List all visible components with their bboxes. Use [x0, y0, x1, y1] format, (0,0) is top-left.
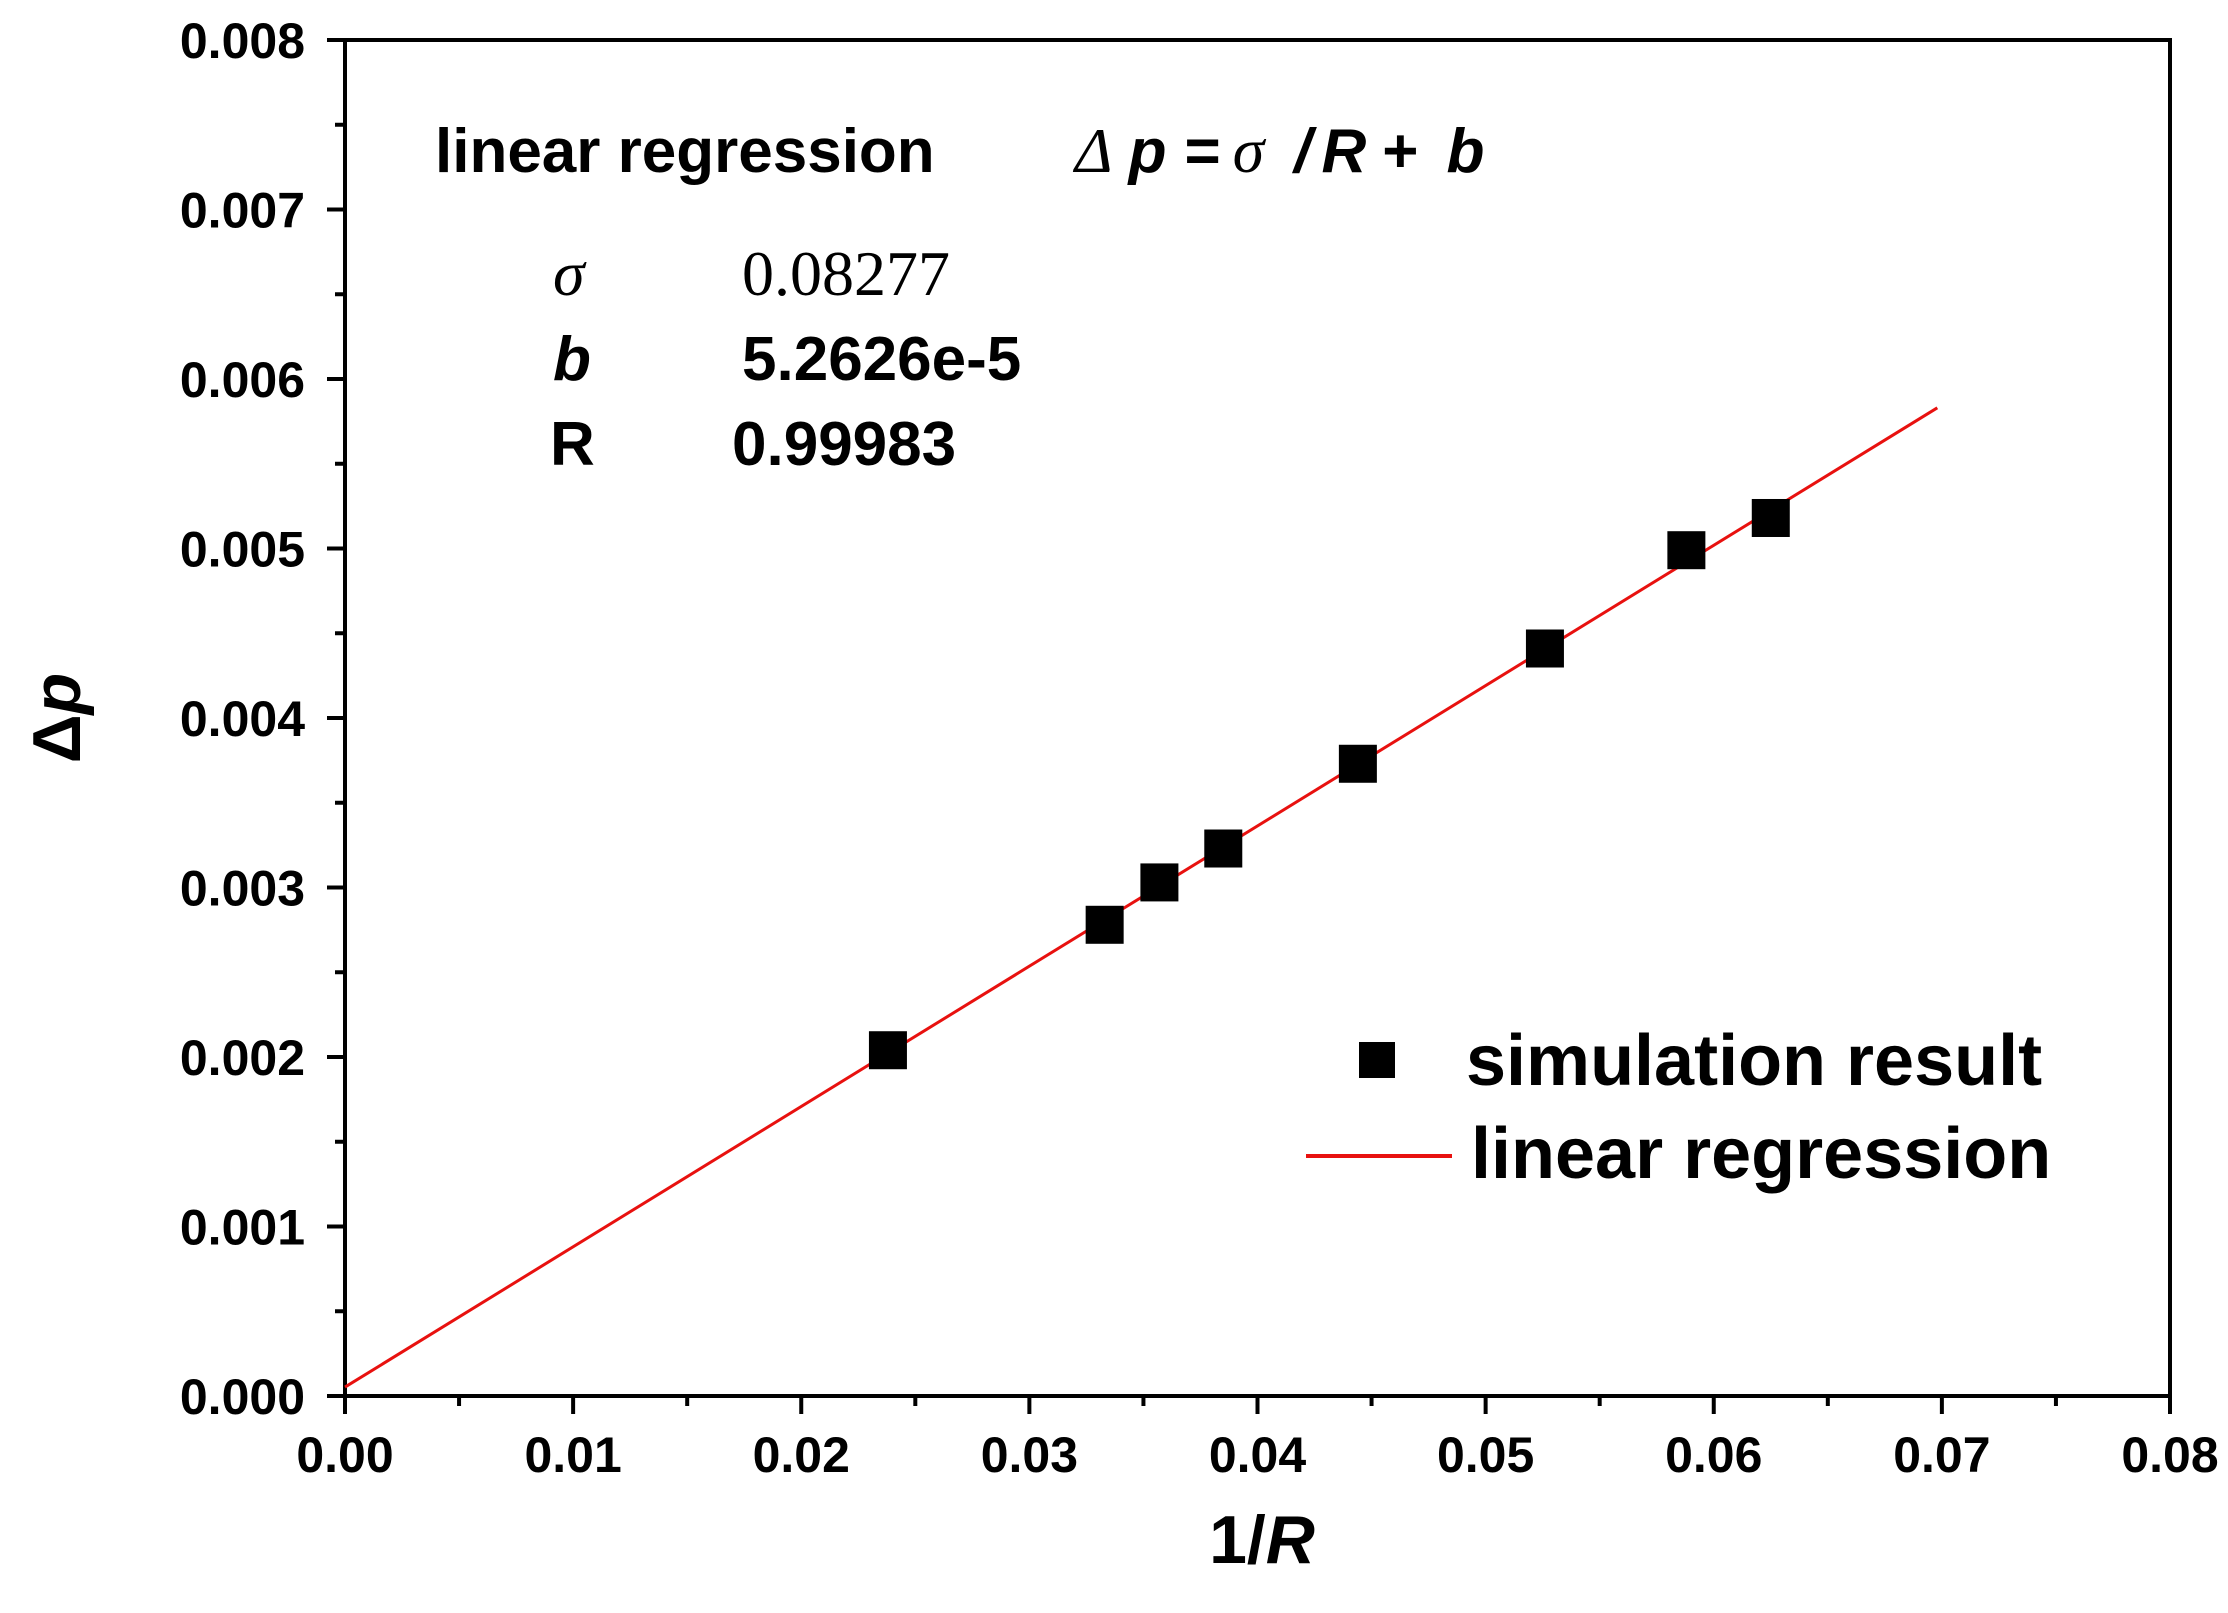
data-point: [1204, 829, 1243, 868]
data-point: [1525, 629, 1564, 668]
data-point: [1085, 905, 1124, 944]
data-point: [1140, 863, 1179, 902]
y-axis-title: Δp: [19, 673, 95, 763]
y-axis-ticks: [327, 38, 345, 1398]
x-tick-label: 0.07: [1893, 1427, 1990, 1483]
y-tick-label: 0.000: [180, 1369, 305, 1425]
legend-label-regression: linear regression: [1471, 1114, 2051, 1194]
x-axis-title: 1/R: [1209, 1502, 1315, 1578]
x-tick-label: 0.04: [1209, 1427, 1307, 1483]
y-tick-label: 0.008: [180, 13, 305, 69]
data-point: [868, 1031, 907, 1070]
annotation-r-value: 0.99983: [732, 410, 956, 479]
data-point: [1751, 498, 1790, 537]
data-points-group: [868, 498, 1790, 1070]
y-tick-label: 0.007: [180, 183, 305, 239]
legend: simulation result linear regression: [1306, 1021, 2051, 1194]
x-tick-label: 0.02: [753, 1427, 850, 1483]
y-tick-label: 0.004: [180, 691, 305, 747]
annotation-sigma-value: 0.08277: [742, 238, 950, 309]
regression-annotation: linear regression Δ p = σ / R + b σ 0.08…: [435, 115, 1484, 479]
x-tick-label: 0.01: [524, 1427, 621, 1483]
x-tick-label: 0.06: [1665, 1427, 1762, 1483]
data-point: [1338, 744, 1377, 783]
annotation-equation: Δ p = σ / R + b: [1072, 115, 1484, 186]
legend-marker-square: [1359, 1042, 1395, 1078]
x-tick-label: 0.00: [296, 1427, 393, 1483]
y-tick-label: 0.005: [180, 522, 305, 578]
legend-label-simulation: simulation result: [1466, 1021, 2042, 1101]
annotation-b-value: 5.2626e-5: [742, 325, 1021, 394]
x-tick-label: 0.05: [1437, 1427, 1534, 1483]
annotation-title: linear regression: [435, 117, 935, 186]
data-point: [1667, 531, 1706, 570]
y-tick-label: 0.003: [180, 861, 305, 917]
x-tick-label: 0.03: [981, 1427, 1078, 1483]
y-tick-label: 0.002: [180, 1030, 305, 1086]
annotation-r-key: R: [550, 410, 595, 479]
y-tick-label: 0.001: [180, 1200, 305, 1256]
x-axis-ticks: [343, 1396, 2172, 1414]
x-axis-tick-labels: 0.00 0.01 0.02 0.03 0.04 0.05 0.06 0.07 0.08: [296, 1427, 2218, 1483]
x-tick-label: 0.08: [2121, 1427, 2218, 1483]
annotation-sigma-key: σ: [553, 238, 587, 309]
y-axis-tick-labels: 0.000 0.001 0.002 0.003 0.004 0.005 0.006 0.007…: [180, 13, 305, 1425]
annotation-b-key: b: [553, 325, 591, 394]
y-tick-label: 0.006: [180, 352, 305, 408]
